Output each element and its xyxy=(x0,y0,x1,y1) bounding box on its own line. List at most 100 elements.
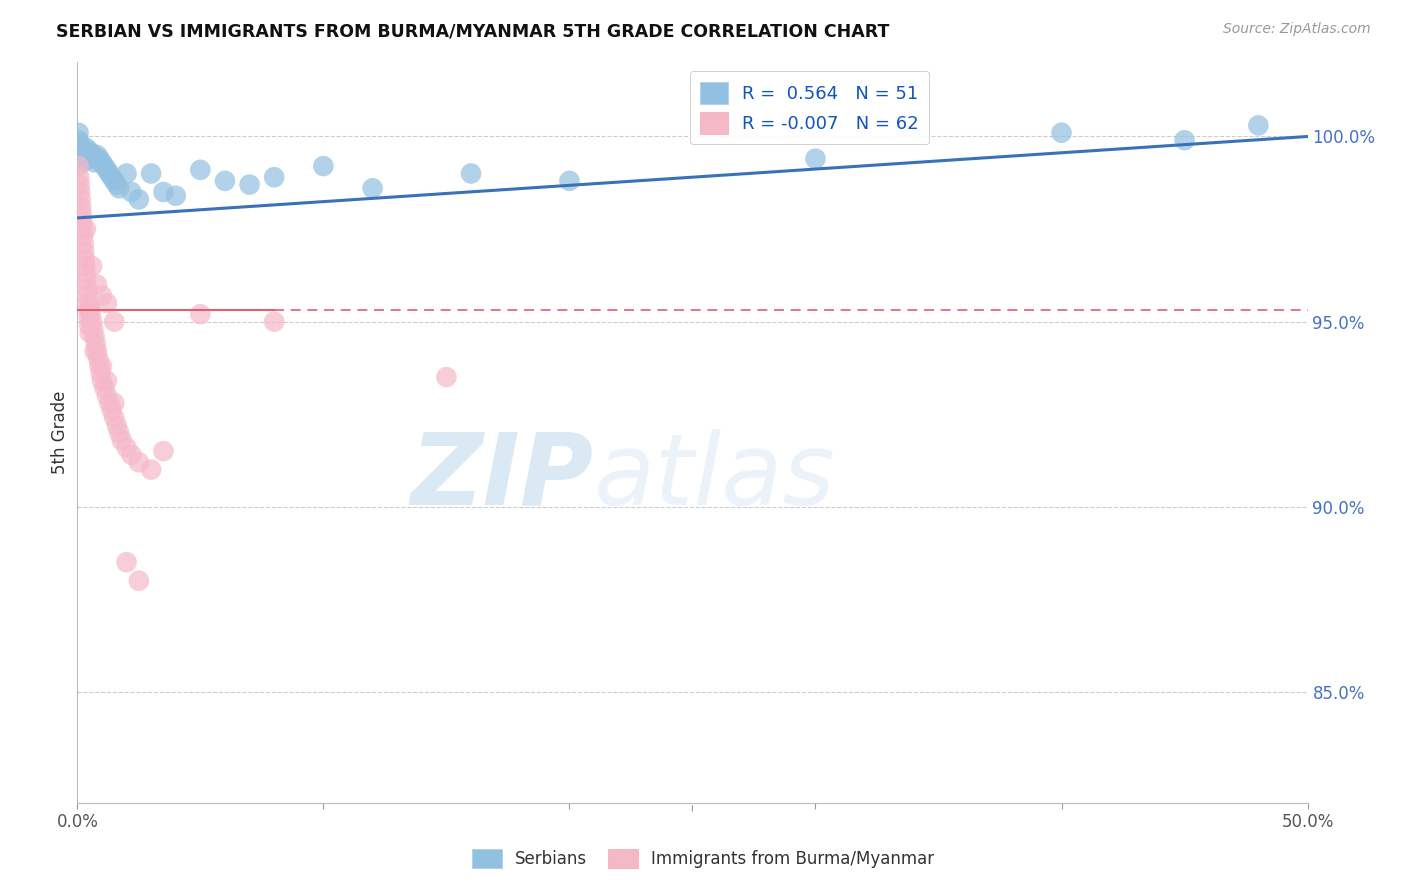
Point xyxy=(79,145,101,159)
Point xyxy=(152,185,174,199)
Point xyxy=(101,403,124,417)
Point xyxy=(312,159,335,173)
Point xyxy=(103,410,125,425)
Point xyxy=(111,433,132,447)
Point xyxy=(73,145,96,159)
Point xyxy=(77,310,100,325)
Point xyxy=(98,167,121,181)
Point xyxy=(73,244,96,259)
Point xyxy=(70,207,93,221)
Point xyxy=(90,359,114,373)
Point xyxy=(67,136,90,151)
Point xyxy=(105,178,128,192)
Point xyxy=(75,140,97,154)
Point xyxy=(89,359,111,373)
Point xyxy=(141,167,163,181)
Point xyxy=(128,574,150,588)
Point xyxy=(83,329,105,343)
Point xyxy=(115,167,138,181)
Point xyxy=(72,222,94,236)
Text: SERBIAN VS IMMIGRANTS FROM BURMA/MYANMAR 5TH GRADE CORRELATION CHART: SERBIAN VS IMMIGRANTS FROM BURMA/MYANMAR… xyxy=(56,22,890,40)
Point xyxy=(69,178,91,192)
Point xyxy=(72,229,94,244)
Point xyxy=(72,145,94,159)
Point xyxy=(128,455,150,469)
Text: atlas: atlas xyxy=(595,428,835,525)
Y-axis label: 5th Grade: 5th Grade xyxy=(51,391,69,475)
Point xyxy=(103,396,125,410)
Point xyxy=(73,148,96,162)
Point xyxy=(128,193,150,207)
Point xyxy=(77,152,100,166)
Point xyxy=(67,159,90,173)
Point xyxy=(84,336,107,351)
Point xyxy=(105,418,128,433)
Point xyxy=(87,351,110,366)
Point xyxy=(83,155,105,169)
Point xyxy=(121,185,143,199)
Point xyxy=(77,303,100,318)
Point xyxy=(82,322,104,336)
Point xyxy=(90,155,114,169)
Point xyxy=(263,170,285,185)
Point xyxy=(82,152,104,166)
Point xyxy=(75,222,97,236)
Point xyxy=(361,181,384,195)
Point xyxy=(121,448,143,462)
Point xyxy=(93,381,115,395)
Point xyxy=(79,326,101,340)
Point xyxy=(73,152,96,166)
Point xyxy=(69,193,91,207)
Point xyxy=(108,181,131,195)
Point xyxy=(77,318,100,333)
Point xyxy=(82,259,104,273)
Point xyxy=(1050,126,1073,140)
Point xyxy=(69,148,91,162)
Point xyxy=(86,344,108,359)
Text: ZIP: ZIP xyxy=(411,428,595,525)
Point xyxy=(98,396,121,410)
Point xyxy=(89,152,111,166)
Point xyxy=(93,159,115,173)
Point xyxy=(67,126,90,140)
Point xyxy=(101,170,124,185)
Point xyxy=(70,148,93,162)
Point xyxy=(558,174,581,188)
Point xyxy=(188,307,212,321)
Legend: Serbians, Immigrants from Burma/Myanmar: Serbians, Immigrants from Burma/Myanmar xyxy=(465,842,941,875)
Point xyxy=(96,389,118,403)
Point xyxy=(73,252,96,266)
Point xyxy=(76,296,98,310)
Point xyxy=(460,167,482,181)
Point xyxy=(90,288,114,302)
Point xyxy=(70,200,93,214)
Legend: R =  0.564   N = 51, R = -0.007   N = 62: R = 0.564 N = 51, R = -0.007 N = 62 xyxy=(690,71,929,145)
Point xyxy=(103,174,125,188)
Point xyxy=(69,145,91,159)
Point xyxy=(96,374,118,388)
Point xyxy=(67,170,90,185)
Point xyxy=(165,188,187,202)
Point xyxy=(76,281,98,295)
Point xyxy=(69,152,91,166)
Point xyxy=(96,296,118,310)
Point xyxy=(69,185,91,199)
Point xyxy=(141,463,163,477)
Point xyxy=(76,148,98,162)
Point xyxy=(72,152,94,166)
Point xyxy=(75,267,97,281)
Point xyxy=(82,148,104,162)
Point xyxy=(239,178,262,192)
Point xyxy=(436,370,458,384)
Point xyxy=(79,300,101,314)
Point xyxy=(263,315,285,329)
Point xyxy=(115,555,138,569)
Point xyxy=(80,148,103,162)
Point xyxy=(115,441,138,455)
Point xyxy=(70,155,93,169)
Point xyxy=(214,174,236,188)
Point xyxy=(82,315,104,329)
Point xyxy=(90,367,112,381)
Point xyxy=(76,288,98,302)
Point xyxy=(70,140,93,154)
